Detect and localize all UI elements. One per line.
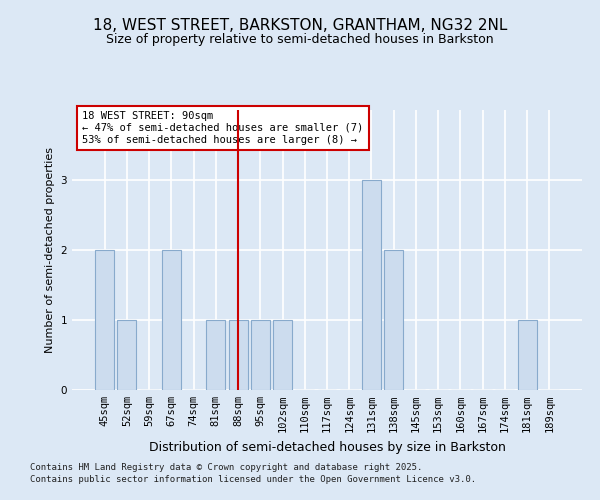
Y-axis label: Number of semi-detached properties: Number of semi-detached properties (45, 147, 55, 353)
Bar (273, 320, 292, 390)
Text: Contains HM Land Registry data © Crown copyright and database right 2025.: Contains HM Land Registry data © Crown c… (30, 464, 422, 472)
Text: 18 WEST STREET: 90sqm
← 47% of semi-detached houses are smaller (7)
53% of semi-: 18 WEST STREET: 90sqm ← 47% of semi-deta… (82, 112, 364, 144)
Bar (229, 320, 248, 390)
Text: 18, WEST STREET, BARKSTON, GRANTHAM, NG32 2NL: 18, WEST STREET, BARKSTON, GRANTHAM, NG3… (93, 18, 507, 32)
Bar (206, 320, 225, 390)
Bar (95, 250, 114, 390)
Bar (362, 180, 381, 390)
Text: Contains public sector information licensed under the Open Government Licence v3: Contains public sector information licen… (30, 475, 476, 484)
Bar (118, 320, 136, 390)
Bar (251, 320, 270, 390)
Bar (162, 250, 181, 390)
Bar (518, 320, 536, 390)
Bar (384, 250, 403, 390)
Text: Size of property relative to semi-detached houses in Barkston: Size of property relative to semi-detach… (106, 32, 494, 46)
X-axis label: Distribution of semi-detached houses by size in Barkston: Distribution of semi-detached houses by … (149, 440, 505, 454)
